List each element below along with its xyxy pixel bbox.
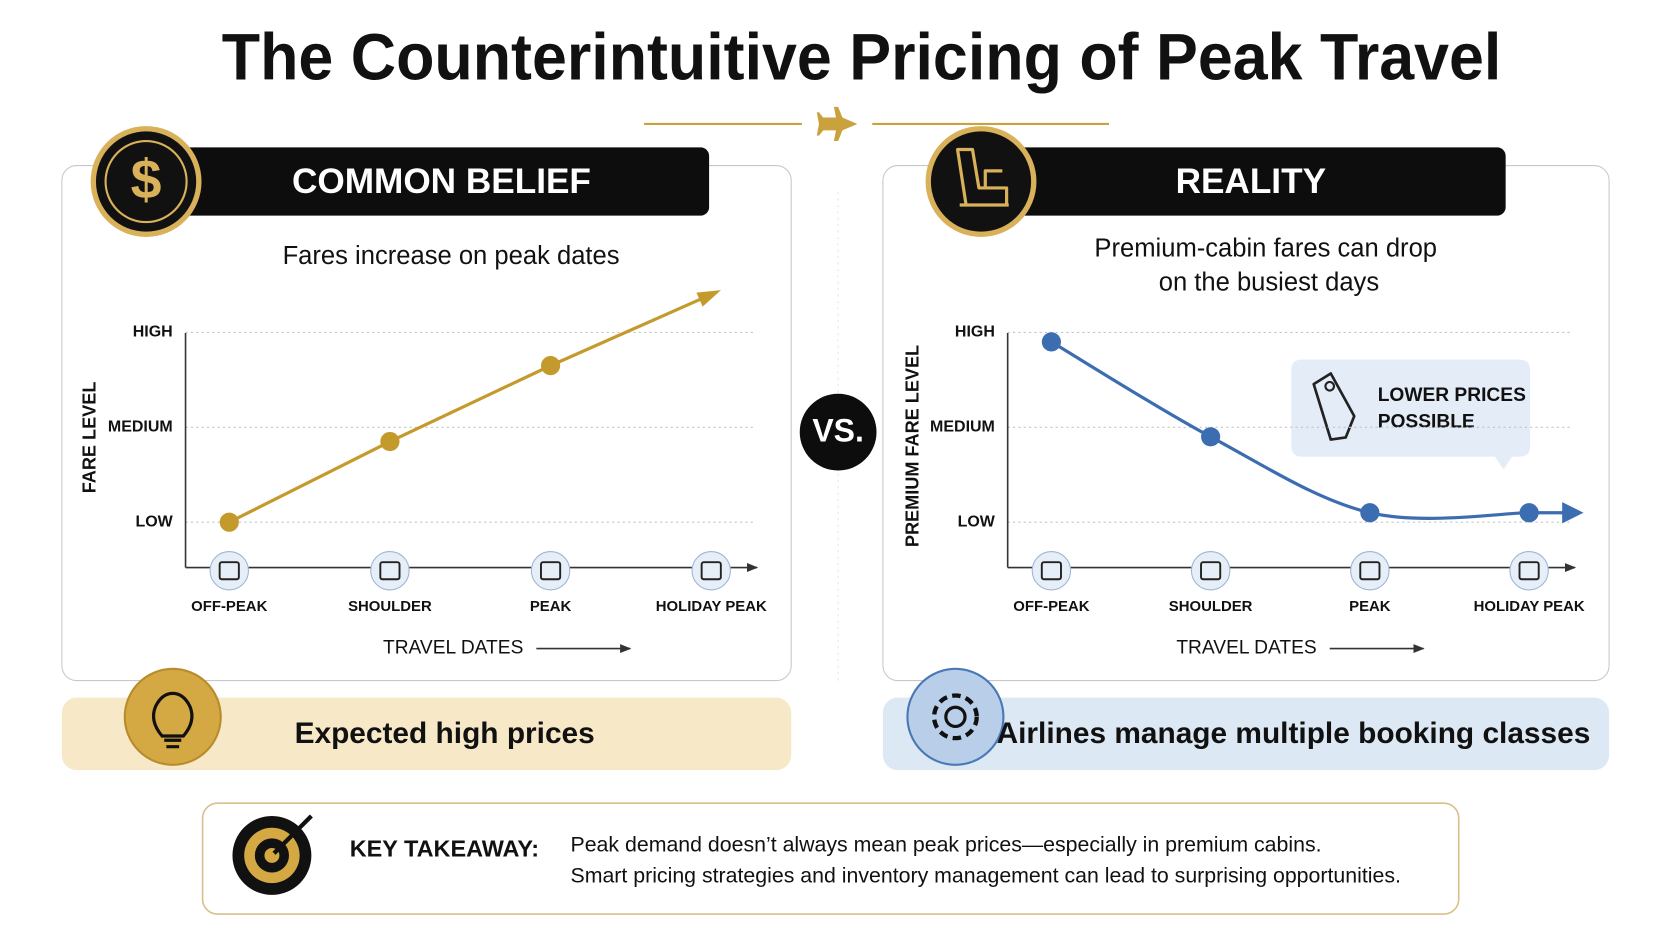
takeaway-label: KEY TAKEAWAY:	[350, 835, 539, 861]
vs-label: VS.	[812, 413, 864, 449]
y-tick-label: MEDIUM	[930, 419, 995, 436]
point	[1360, 503, 1380, 523]
y-tick-label: MEDIUM	[108, 419, 173, 436]
takeaway-text: Smart pricing strategies and inventory m…	[570, 863, 1400, 887]
x-tick-label: SHOULDER	[1169, 598, 1253, 615]
fare-line	[1050, 340, 1530, 520]
date-icon	[1518, 561, 1540, 581]
arrow-point	[696, 290, 721, 307]
footer-text: Expected high prices	[295, 717, 595, 750]
arrow-head	[1562, 502, 1584, 524]
panel-header	[159, 147, 710, 216]
date-icon	[209, 551, 249, 591]
y-tick-label: LOW	[135, 513, 173, 530]
date-icon	[1359, 561, 1381, 581]
footer-bar	[61, 697, 792, 771]
x-tick-label: HOLIDAY PEAK	[1474, 598, 1585, 615]
date-icon	[370, 551, 410, 591]
date-icon	[379, 561, 401, 581]
date-icon	[1031, 551, 1072, 591]
footer-bar	[882, 697, 1610, 771]
subtitle: on the busiest days	[1159, 269, 1379, 297]
x-tick-label: OFF-PEAK	[1013, 598, 1089, 615]
target-icon	[232, 814, 313, 895]
x-tick-label: HOLIDAY PEAK	[656, 598, 767, 615]
seat-icon	[925, 126, 1037, 237]
point	[540, 356, 561, 376]
point	[1041, 332, 1061, 352]
date-icon	[1350, 551, 1390, 591]
x-tick-label: PEAK	[530, 598, 572, 615]
title-divider	[644, 106, 1109, 142]
annotation: LOWER PRICES	[1378, 385, 1526, 406]
vs-badge	[799, 393, 877, 471]
y-tick-label: LOW	[958, 513, 996, 530]
date-icon	[691, 551, 731, 591]
date-icon	[530, 551, 571, 591]
point	[1519, 503, 1539, 523]
date-icon	[1040, 561, 1062, 581]
footer-text: Airlines manage multiple booking classes	[997, 717, 1591, 750]
point	[1201, 427, 1221, 447]
annotation: POSSIBLE	[1378, 412, 1475, 433]
subtitle: Premium-cabin fares can drop	[1094, 235, 1437, 263]
date-icon	[700, 561, 722, 581]
dollar-icon: $	[90, 126, 202, 237]
date-icon	[1200, 561, 1222, 581]
panel-header	[997, 147, 1506, 216]
panel-title: COMMON BELIEF	[292, 162, 591, 201]
date-icon	[1509, 551, 1549, 591]
x-tick-label: SHOULDER	[348, 598, 432, 615]
x-axis-label: TRAVEL DATES	[383, 638, 523, 659]
title: The Counterintuitive Pricing of Peak Tra…	[222, 21, 1502, 95]
y-tick-label: HIGH	[955, 324, 995, 341]
takeaway-box	[201, 802, 1460, 915]
point	[380, 431, 400, 452]
takeaway-text: Peak demand doesn’t always mean peak pri…	[570, 832, 1321, 856]
x-tick-label: OFF-PEAK	[191, 598, 267, 615]
x-tick-label: PEAK	[1349, 598, 1391, 615]
bulb-icon	[123, 667, 222, 766]
gear-icon	[906, 667, 1005, 766]
date-icon	[218, 561, 240, 581]
y-axis-label: FARE LEVEL	[79, 382, 99, 494]
svg-text:$: $	[131, 148, 162, 210]
date-icon	[1190, 551, 1231, 591]
fare-line	[228, 292, 712, 524]
panel-title: REALITY	[1176, 162, 1326, 201]
date-icon	[540, 561, 562, 581]
subtitle: Fares increase on peak dates	[283, 242, 620, 270]
y-tick-label: HIGH	[133, 324, 173, 341]
x-axis-label: TRAVEL DATES	[1176, 638, 1316, 659]
y-axis-label: PREMIUM FARE LEVEL	[903, 345, 923, 547]
point	[219, 512, 239, 532]
